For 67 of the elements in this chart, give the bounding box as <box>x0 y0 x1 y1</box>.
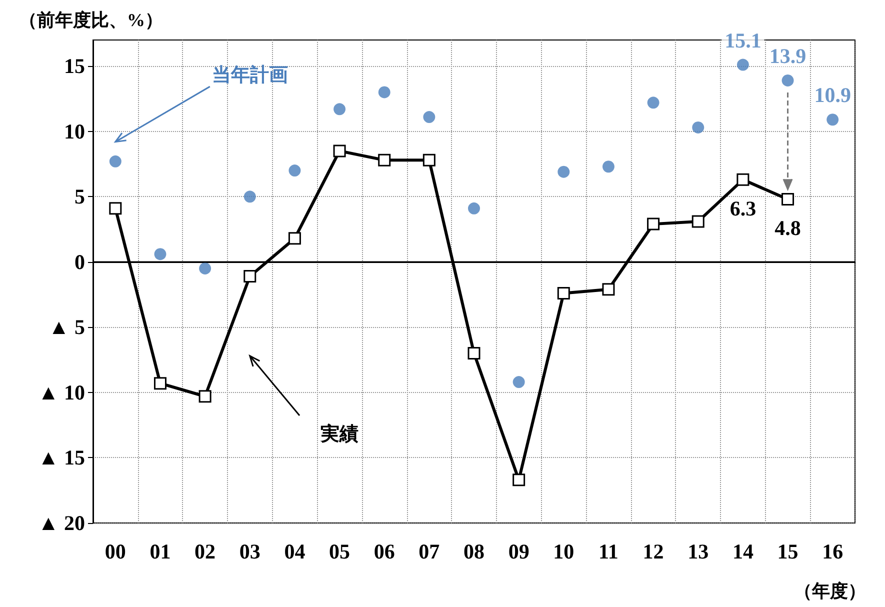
x-tick-label: 16 <box>822 540 844 564</box>
y-tick-label: ▲ 20 <box>38 511 85 535</box>
y-tick-label: 5 <box>74 184 85 209</box>
x-tick-label: 01 <box>150 540 171 564</box>
point <box>602 283 615 296</box>
point <box>198 390 212 403</box>
x-tick-label: 02 <box>194 540 216 564</box>
x-tick-label: 03 <box>239 540 260 564</box>
point <box>647 96 660 109</box>
y-axis-title: （前年度比、%） <box>19 10 163 30</box>
point <box>244 190 256 203</box>
point <box>558 166 570 178</box>
y-tick-label: ▲ 5 <box>48 315 85 340</box>
point <box>557 287 570 300</box>
x-tick-label: 09 <box>508 540 530 564</box>
point <box>512 376 525 388</box>
point <box>422 154 436 166</box>
point <box>288 164 301 177</box>
x-tick-label: 04 <box>284 540 306 564</box>
point <box>154 377 166 390</box>
text: 実績 <box>320 422 359 445</box>
point <box>244 270 256 283</box>
x-tick-label: 11 <box>598 540 618 564</box>
point <box>199 262 212 274</box>
data-label: 15.1 <box>724 28 762 52</box>
point <box>736 58 749 71</box>
x-tick-label: 12 <box>642 540 664 564</box>
x-axis-title: （年度） <box>794 581 866 601</box>
point <box>154 248 166 260</box>
y-tick-label: ▲ 10 <box>38 380 85 404</box>
x-tick-label: 10 <box>553 540 574 564</box>
point <box>736 173 750 186</box>
y-tick-label: 10 <box>64 119 85 144</box>
y-tick-label: 0 <box>74 250 85 274</box>
text: 当年計画 <box>212 64 288 86</box>
point <box>512 474 526 486</box>
x-tick-label: 00 <box>104 540 126 564</box>
point <box>826 114 839 126</box>
x-tick-label: 06 <box>374 540 395 564</box>
point <box>109 202 122 215</box>
y-tick-label: ▲ 15 <box>38 446 85 470</box>
x-tick-label: 15 <box>777 540 798 564</box>
x-tick-label: 08 <box>464 540 484 564</box>
data-label: 10.9 <box>814 83 851 108</box>
data-label: 13.9 <box>769 44 806 68</box>
point <box>334 103 346 116</box>
point <box>468 202 480 214</box>
point <box>423 111 436 124</box>
point <box>333 144 346 158</box>
data-label: 6.3 <box>730 196 756 220</box>
point <box>782 193 794 206</box>
point <box>468 347 480 360</box>
y-tick-label: 15 <box>64 54 85 78</box>
point <box>647 218 660 230</box>
point <box>378 154 391 166</box>
data-label: 4.8 <box>774 216 801 240</box>
point <box>378 86 390 98</box>
x-tick-label: 07 <box>418 540 440 564</box>
x-tick-label: 05 <box>329 540 350 564</box>
point <box>782 74 794 86</box>
point <box>109 155 122 168</box>
x-tick-label: 13 <box>688 540 709 564</box>
point <box>692 215 704 228</box>
point <box>288 232 301 245</box>
point <box>602 160 614 173</box>
point <box>692 121 704 134</box>
x-tick-label: 14 <box>732 540 754 564</box>
